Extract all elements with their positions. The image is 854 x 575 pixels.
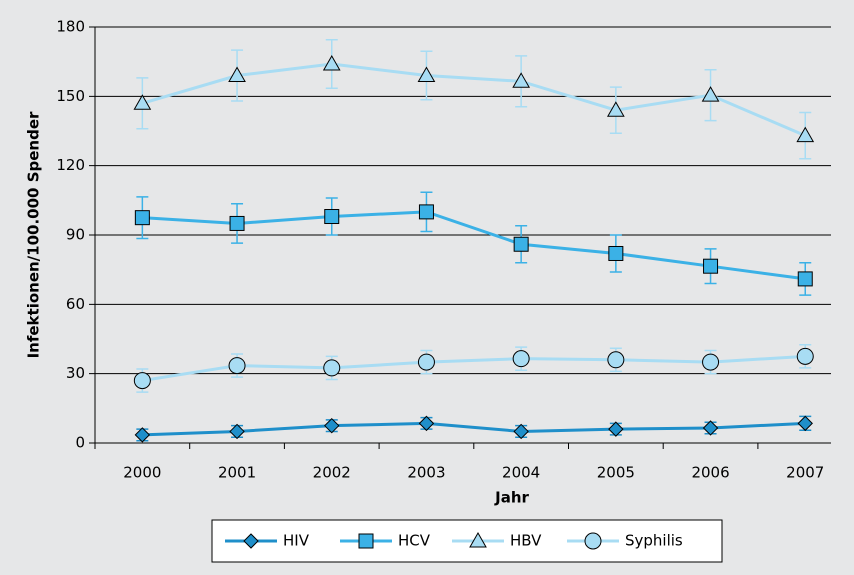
legend-marker xyxy=(358,533,374,549)
data-point xyxy=(322,54,341,71)
data-point xyxy=(608,245,624,261)
x-tick-label: 2006 xyxy=(691,464,729,482)
data-point xyxy=(133,372,151,390)
legend-marker xyxy=(584,532,602,550)
data-point xyxy=(134,427,151,443)
y-tick-label: 90 xyxy=(66,226,85,244)
data-point xyxy=(513,423,529,440)
y-tick-label: 60 xyxy=(66,295,85,313)
x-tick-label: 2000 xyxy=(123,464,161,482)
data-point xyxy=(418,415,435,432)
x-tick-label: 2001 xyxy=(218,464,256,482)
x-tick-label: 2003 xyxy=(407,464,445,482)
data-point xyxy=(702,420,719,436)
x-axis-label: Jahr xyxy=(494,489,529,507)
x-tick-label: 2002 xyxy=(313,464,351,482)
data-point xyxy=(703,258,719,274)
data-point xyxy=(134,210,150,226)
data-point xyxy=(702,353,720,371)
series-line xyxy=(142,354,806,383)
data-point xyxy=(324,209,340,225)
data-point xyxy=(323,359,341,377)
data-point xyxy=(133,94,152,110)
data-point xyxy=(229,215,245,231)
legend-label: HBV xyxy=(510,532,542,550)
legend-marker xyxy=(243,533,259,549)
data-point xyxy=(796,126,815,143)
data-point xyxy=(796,347,814,365)
legend-label: HCV xyxy=(398,532,431,550)
x-tick-label: 2004 xyxy=(502,464,540,482)
legend-marker xyxy=(469,531,487,548)
data-point xyxy=(228,66,246,83)
legend-label: Syphilis xyxy=(625,532,683,550)
series-line xyxy=(142,210,806,281)
legend-label: HIV xyxy=(283,532,310,550)
data-point xyxy=(324,417,340,434)
data-point xyxy=(797,415,813,432)
y-tick-label: 120 xyxy=(56,156,85,174)
y-tick-label: 30 xyxy=(66,364,85,382)
data-point xyxy=(418,204,434,220)
x-tick-label: 2005 xyxy=(597,464,635,482)
series-line xyxy=(142,421,806,437)
data-point xyxy=(797,271,813,287)
y-tick-label: 150 xyxy=(56,87,85,105)
data-point xyxy=(701,86,720,102)
x-tick-label: 2007 xyxy=(786,464,824,482)
y-tick-label: 180 xyxy=(56,18,85,36)
data-point xyxy=(417,353,435,371)
y-axis-label: Infektionen/100.000 Spender xyxy=(25,111,43,358)
data-point xyxy=(513,236,529,252)
data-point xyxy=(606,101,625,117)
data-point xyxy=(607,351,625,369)
data-point xyxy=(608,421,624,437)
y-tick-label: 0 xyxy=(75,434,85,452)
data-point xyxy=(228,357,246,375)
data-point xyxy=(417,66,436,83)
data-point xyxy=(229,423,245,440)
data-point xyxy=(512,350,530,368)
data-point xyxy=(512,72,531,88)
series-line xyxy=(141,62,806,138)
